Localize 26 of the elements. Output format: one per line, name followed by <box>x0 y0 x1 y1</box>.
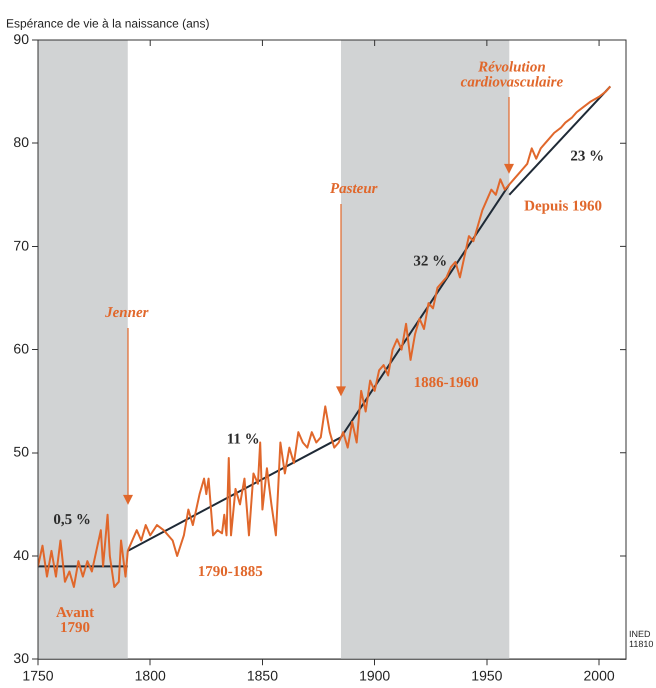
y-axis-title: Espérance de vie à la naissance (ans) <box>6 16 210 30</box>
x-tick-label: 1850 <box>246 667 278 684</box>
annotation: 23 % <box>570 148 604 164</box>
annotation: Avant 1790 <box>56 605 94 636</box>
x-tick-label: 1800 <box>134 667 166 684</box>
x-tick-label: 1750 <box>22 667 54 684</box>
annotation: 11 % <box>226 431 260 448</box>
annotation: Pasteur <box>330 181 378 198</box>
y-tick-label: 30 <box>13 650 30 666</box>
annotation: Révolution cardiovasculaire <box>460 60 564 91</box>
x-tick-label: 1950 <box>471 667 503 684</box>
y-tick-label: 40 <box>13 546 30 563</box>
annotation: 1886-1960 <box>414 374 479 391</box>
y-tick-label: 80 <box>13 134 30 150</box>
annotation: 1790-1885 <box>198 564 263 580</box>
annotation: Jenner <box>104 304 149 321</box>
annotation: 0,5 % <box>53 512 91 528</box>
x-tick-label: 2000 <box>583 667 615 684</box>
x-tick-label: 1900 <box>359 667 390 684</box>
text: INED 11810 <box>629 629 654 650</box>
annotation: 32 % <box>413 254 448 270</box>
y-tick-label: 50 <box>13 444 30 460</box>
annotation: Depuis 1960 <box>524 198 602 214</box>
y-tick-label: 70 <box>13 237 30 254</box>
y-tick-label: 60 <box>13 340 30 356</box>
y-tick-label: 90 <box>13 30 30 47</box>
